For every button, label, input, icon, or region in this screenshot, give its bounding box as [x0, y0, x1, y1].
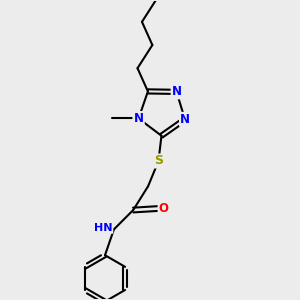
Text: N: N	[134, 112, 144, 125]
Text: O: O	[158, 202, 169, 215]
Text: S: S	[154, 154, 163, 167]
Text: N: N	[180, 113, 190, 126]
Text: HN: HN	[94, 223, 112, 233]
Text: N: N	[134, 112, 144, 125]
Text: N: N	[172, 85, 182, 98]
